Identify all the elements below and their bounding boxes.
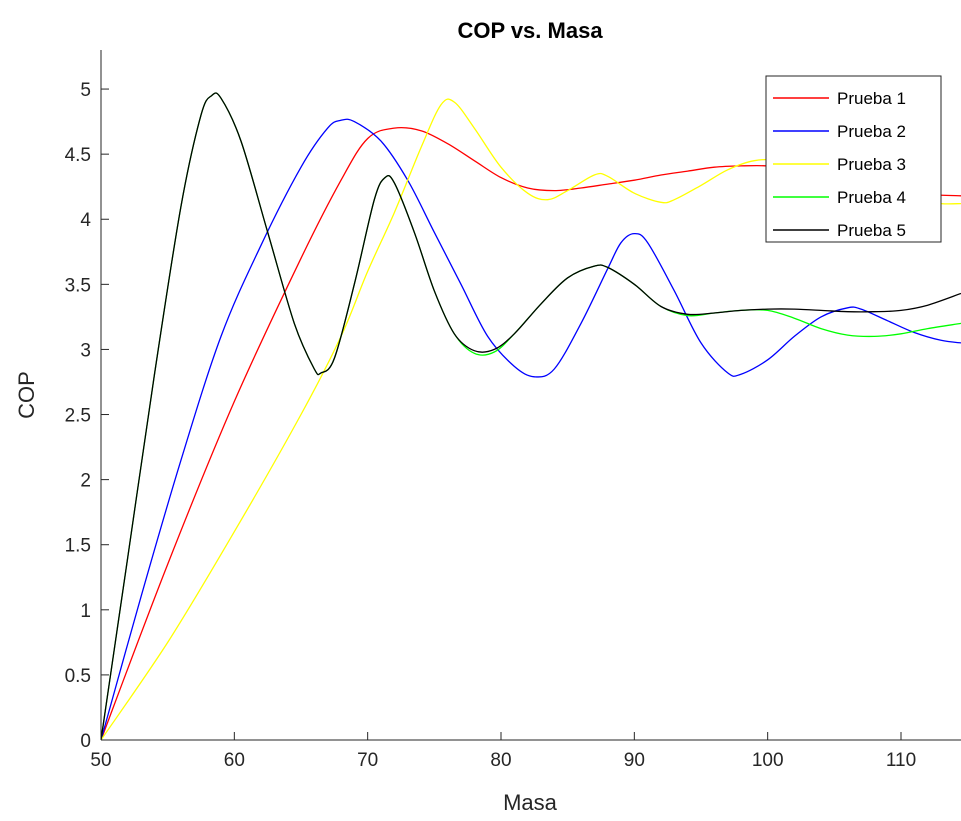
series-line-2 <box>101 118 961 740</box>
legend-label-4: Prueba 4 <box>837 188 906 207</box>
y-tick-label: 2 <box>80 471 91 492</box>
y-tick-label: 1 <box>80 601 91 622</box>
x-tick-label: 60 <box>224 750 245 771</box>
y-tick-label: 2.5 <box>65 406 91 427</box>
y-tick-label: 4.5 <box>65 145 91 166</box>
y-tick-label: 3 <box>80 340 91 361</box>
y-tick-label: 0 <box>80 731 91 752</box>
legend-label-2: Prueba 2 <box>837 122 906 141</box>
x-tick-label: 100 <box>752 750 784 771</box>
y-tick-label: 1.5 <box>65 536 91 557</box>
x-tick-label: 70 <box>357 750 378 771</box>
x-axis-label: Masa <box>503 790 558 815</box>
legend: Prueba 1 Prueba 2 Prueba 3 Prueba 4 Prueba 5 <box>765 75 942 243</box>
y-tick-label: 3.5 <box>65 275 91 296</box>
chart-title: COP vs. Masa <box>457 18 603 43</box>
x-tick-label: 80 <box>490 750 511 771</box>
axes-layer: 50 60 70 80 90 100 110 0 0.5 1 1.5 2 2.5 3 3.5 4 4.5 5 <box>65 50 961 771</box>
y-tick-label: 0.5 <box>65 666 91 687</box>
legend-label-3: Prueba 3 <box>837 155 906 174</box>
x-tick-label: 110 <box>886 750 916 771</box>
series-line-5 <box>101 92 961 740</box>
legend-box <box>765 75 942 243</box>
legend-label-5: Prueba 5 <box>837 221 906 240</box>
x-tick-label: 90 <box>624 750 645 771</box>
y-axis-label: COP <box>14 371 39 419</box>
x-tick-label: 50 <box>90 750 111 771</box>
y-tick-label: 5 <box>80 80 91 101</box>
legend-label-1: Prueba 1 <box>837 89 906 108</box>
y-tick-label: 4 <box>80 210 91 231</box>
